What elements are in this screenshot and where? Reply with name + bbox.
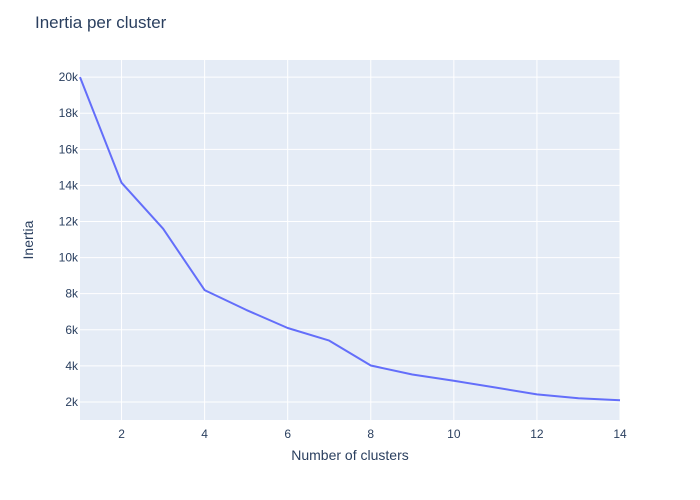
data-point — [493, 386, 497, 390]
data-point — [576, 396, 580, 400]
x-tick-label: 2 — [118, 427, 125, 441]
y-tick-label: 10k — [59, 251, 79, 265]
data-point — [244, 308, 248, 312]
x-tick-label: 4 — [201, 427, 208, 441]
y-tick-label: 16k — [59, 142, 79, 156]
y-tick-label: 14k — [59, 178, 79, 192]
y-tick-label: 12k — [59, 215, 79, 229]
y-axis-title: Inertia — [20, 220, 36, 259]
y-tick-label: 20k — [59, 70, 79, 84]
data-point — [78, 75, 82, 79]
data-point — [327, 339, 331, 343]
x-tick-label: 8 — [367, 427, 374, 441]
series-layer — [78, 75, 622, 402]
y-tick-label: 4k — [65, 359, 79, 373]
data-point — [286, 326, 290, 330]
data-point — [618, 398, 622, 402]
y-axis-ticks: 2k 4k 6k 8k 10k 12k 14k 16k 18k 20k — [59, 70, 79, 409]
data-point — [452, 379, 456, 383]
series-line — [79, 76, 621, 402]
y-tick-label: 6k — [65, 323, 79, 337]
data-point — [203, 288, 207, 292]
x-axis-title: Number of clusters — [291, 447, 408, 463]
chart-title: Inertia per cluster — [35, 13, 167, 32]
x-tick-label: 10 — [447, 427, 461, 441]
data-point — [369, 364, 373, 368]
data-point — [410, 373, 414, 377]
grid-lines — [80, 60, 621, 420]
x-axis-ticks: 2 4 6 8 10 12 14 — [118, 427, 627, 441]
data-point — [120, 181, 124, 185]
x-tick-label: 6 — [284, 427, 291, 441]
y-tick-label: 8k — [65, 287, 79, 301]
data-point — [161, 227, 165, 231]
x-tick-label: 14 — [613, 427, 627, 441]
y-tick-label: 2k — [65, 395, 79, 409]
y-tick-label: 18k — [59, 106, 79, 120]
data-point — [535, 392, 539, 396]
x-tick-label: 12 — [530, 427, 544, 441]
